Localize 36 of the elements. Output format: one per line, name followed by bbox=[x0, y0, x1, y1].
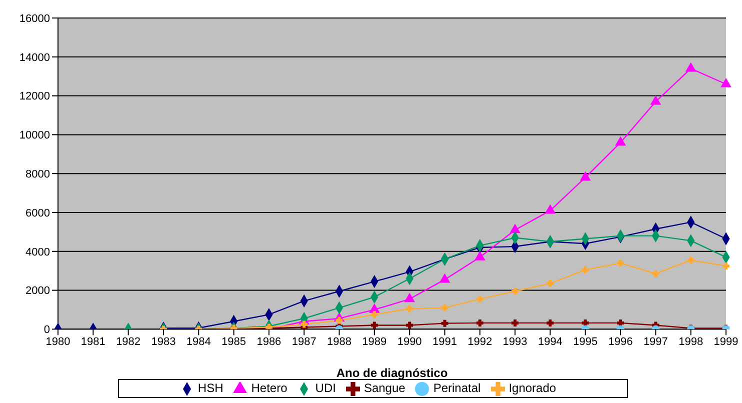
x-tick-label: 1986 bbox=[256, 336, 282, 348]
x-tick-label: 1982 bbox=[116, 336, 141, 348]
x-tick-label: 1995 bbox=[573, 336, 598, 348]
x-tick-label: 1994 bbox=[538, 336, 562, 348]
x-tick-label: 1984 bbox=[186, 336, 211, 348]
legend-label: Hetero bbox=[251, 381, 288, 396]
x-tick-label: 1988 bbox=[327, 336, 352, 348]
y-tick-label: 10000 bbox=[19, 130, 50, 142]
x-axis-title: Ano de diagnóstico bbox=[336, 366, 448, 380]
x-tick-label: 1985 bbox=[222, 336, 246, 348]
y-tick-label: 6000 bbox=[26, 207, 50, 220]
legend-label: Sangue bbox=[364, 381, 406, 396]
x-tick-label: 1999 bbox=[714, 336, 738, 348]
legend-label: UDI bbox=[315, 381, 336, 396]
x-tick-label: 1980 bbox=[46, 336, 70, 348]
x-tick-label: 1996 bbox=[608, 336, 633, 348]
x-tick-label: 1991 bbox=[432, 336, 457, 348]
y-tick-label: 14000 bbox=[19, 52, 50, 64]
x-tick-label: 1993 bbox=[502, 336, 528, 348]
x-tick-label: 1990 bbox=[397, 336, 422, 348]
legend-label: Perinatal bbox=[433, 381, 481, 396]
x-tick-label: 1997 bbox=[643, 336, 668, 348]
y-tick-label: 16000 bbox=[19, 12, 50, 25]
y-tick-label: 4000 bbox=[26, 246, 50, 258]
x-tick-label: 1992 bbox=[468, 336, 492, 348]
legend-label: HSH bbox=[198, 381, 224, 396]
x-tick-label: 1981 bbox=[80, 336, 106, 348]
y-tick-label: 12000 bbox=[19, 90, 50, 103]
x-tick-label: 1983 bbox=[151, 336, 176, 348]
legend-label: Ignorado bbox=[508, 381, 556, 396]
y-tick-label: 8000 bbox=[26, 168, 50, 180]
y-tick-label: 0 bbox=[44, 324, 50, 336]
x-tick-label: 1989 bbox=[362, 336, 387, 348]
x-tick-label: 1998 bbox=[678, 336, 704, 348]
x-tick-label: 1987 bbox=[292, 336, 316, 348]
y-tick-label: 2000 bbox=[26, 285, 50, 298]
